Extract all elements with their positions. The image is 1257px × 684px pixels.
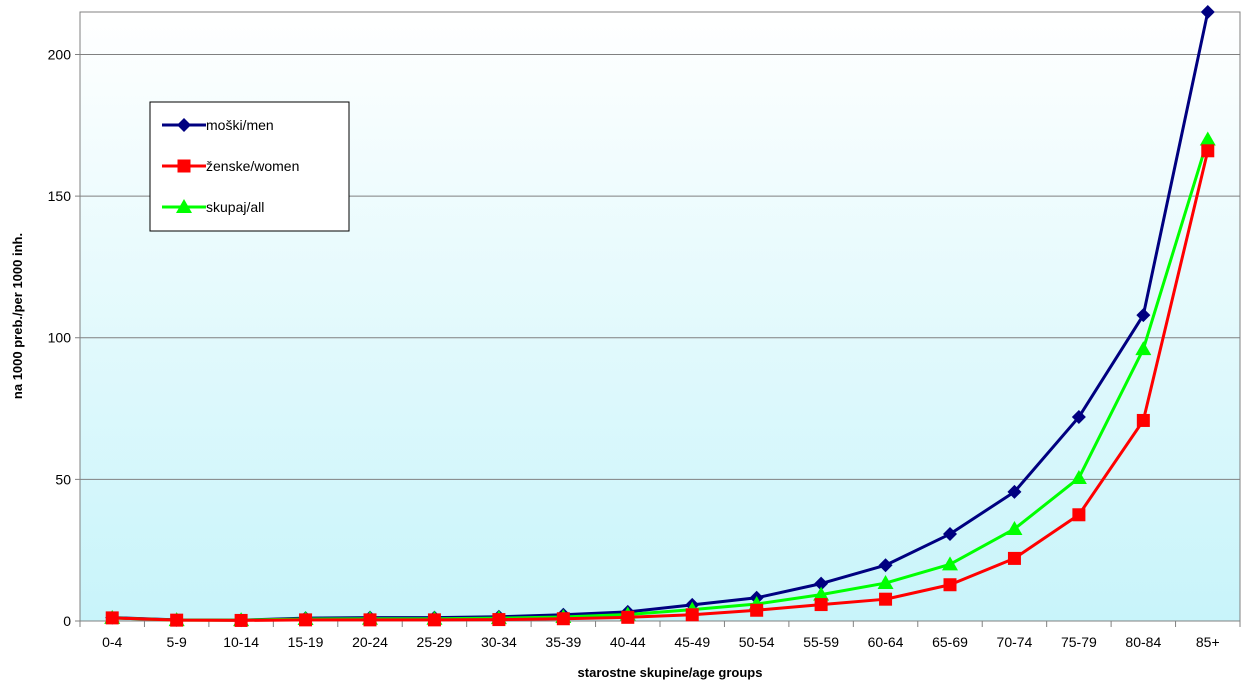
data-point-women bbox=[943, 578, 957, 592]
x-tick-label: 45-49 bbox=[674, 634, 710, 650]
series-women bbox=[105, 144, 1215, 627]
x-tick-label: 65-69 bbox=[932, 634, 968, 650]
x-tick-label: 60-64 bbox=[868, 634, 904, 650]
data-point-men bbox=[1071, 410, 1086, 425]
x-tick-label: 80-84 bbox=[1125, 634, 1161, 650]
y-axis-title: na 1000 preb./per 1000 inh. bbox=[10, 233, 25, 399]
data-point-women bbox=[492, 613, 506, 627]
legend: moški/men ženske/women skupaj/all bbox=[149, 101, 350, 232]
data-point-all bbox=[813, 586, 830, 601]
y-tick-label: 0 bbox=[63, 613, 71, 629]
x-tick-label: 85+ bbox=[1196, 634, 1220, 650]
x-tick-label: 35-39 bbox=[545, 634, 581, 650]
data-point-women bbox=[299, 613, 313, 627]
series-line-women bbox=[112, 150, 1210, 622]
data-point-men bbox=[1136, 308, 1151, 323]
x-tick-label: 0-4 bbox=[102, 634, 122, 650]
y-tick-label: 50 bbox=[55, 471, 71, 487]
data-point-men bbox=[814, 576, 829, 591]
data-point-women bbox=[879, 592, 893, 606]
y-axis-ticks: 0 50 100 150 200 bbox=[48, 46, 80, 629]
legend-label: moški/men bbox=[206, 117, 274, 133]
data-point-women bbox=[363, 613, 377, 627]
legend-label: skupaj/all bbox=[206, 199, 264, 215]
data-point-men bbox=[1007, 484, 1022, 499]
data-point-all bbox=[1135, 341, 1152, 356]
x-tick-label: 40-44 bbox=[610, 634, 646, 650]
x-tick-label: 50-54 bbox=[739, 634, 775, 650]
data-point-women bbox=[170, 613, 184, 627]
x-tick-label: 10-14 bbox=[223, 634, 259, 650]
y-tick-label: 200 bbox=[48, 46, 72, 62]
x-tick-label: 20-24 bbox=[352, 634, 388, 650]
data-point-women bbox=[1201, 144, 1215, 158]
x-tick-label: 30-34 bbox=[481, 634, 517, 650]
data-point-men bbox=[878, 558, 893, 573]
legend-marker bbox=[176, 199, 192, 213]
x-tick-label: 15-19 bbox=[288, 634, 324, 650]
x-axis-title: starostne skupine/age groups bbox=[578, 665, 763, 680]
x-axis-ticks: 0-4 5-9 10-14 15-19 20-24 25-29 30-34 35-39 40-4… bbox=[79, 621, 1241, 650]
data-point-women bbox=[427, 613, 441, 627]
x-tick-label: 75-79 bbox=[1061, 634, 1097, 650]
data-point-women bbox=[814, 598, 828, 612]
data-point-men bbox=[1200, 5, 1215, 19]
data-point-women bbox=[1072, 508, 1086, 522]
data-point-women bbox=[234, 613, 248, 627]
x-tick-label: 70-74 bbox=[997, 634, 1033, 650]
data-point-women bbox=[685, 608, 699, 622]
legend-marker bbox=[177, 159, 191, 173]
data-point-women bbox=[1136, 413, 1150, 427]
data-point-all bbox=[877, 575, 894, 590]
legend-items: moški/men ženske/women skupaj/all bbox=[162, 117, 299, 215]
y-tick-label: 100 bbox=[48, 330, 72, 346]
data-point-men bbox=[943, 527, 957, 542]
x-tick-label: 55-59 bbox=[803, 634, 839, 650]
data-point-women bbox=[1007, 551, 1021, 565]
data-point-all bbox=[942, 556, 958, 571]
data-point-all bbox=[1006, 520, 1023, 535]
series-group bbox=[104, 5, 1216, 628]
data-point-all bbox=[1070, 469, 1087, 484]
data-point-women bbox=[556, 612, 570, 626]
data-point-women bbox=[105, 611, 119, 625]
y-tick-label: 150 bbox=[48, 188, 72, 204]
legend-marker bbox=[177, 118, 191, 132]
data-point-all bbox=[1199, 131, 1216, 146]
legend-label: ženske/women bbox=[206, 158, 299, 174]
x-tick-label: 5-9 bbox=[167, 634, 187, 650]
data-point-women bbox=[750, 603, 764, 617]
x-tick-label: 25-29 bbox=[417, 634, 453, 650]
data-point-women bbox=[621, 610, 635, 624]
